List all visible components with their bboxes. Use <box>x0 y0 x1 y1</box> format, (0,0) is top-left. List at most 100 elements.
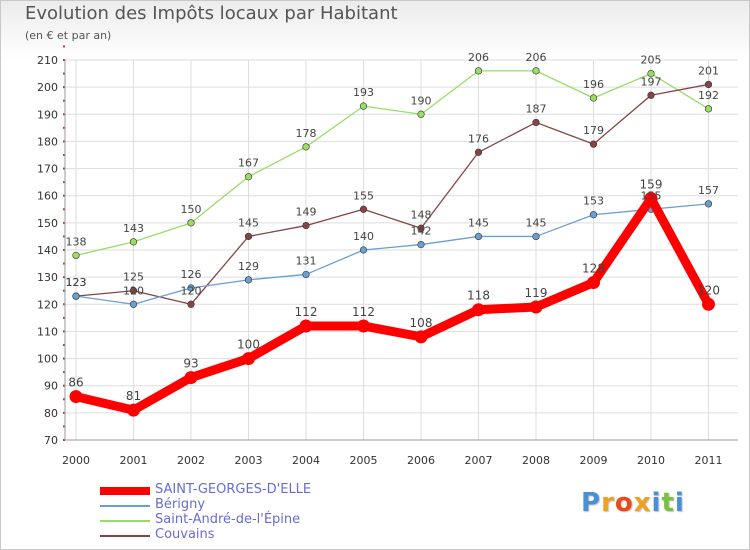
data-label: 112 <box>295 305 318 319</box>
data-point <box>529 300 543 314</box>
logo-letter: P <box>581 488 602 518</box>
data-point <box>702 297 715 311</box>
y-minor-tick-mark <box>63 154 65 156</box>
grid <box>65 59 738 441</box>
data-label: 205 <box>641 54 662 67</box>
data-label: 123 <box>66 276 87 289</box>
data-label: 138 <box>66 235 87 248</box>
x-tick-label: 2000 <box>62 454 90 467</box>
data-point <box>474 67 483 75</box>
data-point <box>242 352 255 366</box>
data-label: 125 <box>123 271 144 284</box>
y-tick-mark <box>63 357 65 360</box>
data-label: 120 <box>697 283 720 297</box>
y-minor-tick-mark <box>63 262 65 265</box>
data-label: 123 <box>66 276 87 289</box>
data-label: 145 <box>238 216 259 229</box>
y-tick-mark <box>63 249 65 251</box>
data-point <box>187 284 195 292</box>
x-tick-label: 2005 <box>350 454 378 467</box>
data-point <box>532 232 540 241</box>
data-label: 120 <box>123 284 144 297</box>
y-tick-mark <box>63 140 65 143</box>
data-point <box>417 224 425 232</box>
y-minor-tick-mark <box>63 289 65 292</box>
y-tick-label: 100 <box>37 353 58 366</box>
data-label: 145 <box>468 216 489 229</box>
y-tick-label: 150 <box>37 217 58 230</box>
y-tick-label: 130 <box>37 271 58 284</box>
data-point <box>644 191 658 205</box>
data-point <box>299 319 313 333</box>
legend-swatch <box>100 535 150 537</box>
logo-letter: r <box>601 488 615 518</box>
data-point <box>357 319 370 333</box>
data-point <box>472 303 485 317</box>
y-tick-mark <box>63 113 65 116</box>
data-label: 142 <box>411 225 432 238</box>
data-label: 119 <box>525 286 548 300</box>
data-label: 157 <box>698 184 719 197</box>
series <box>69 67 715 417</box>
data-label: 206 <box>468 51 489 64</box>
y-minor-tick-mark <box>63 99 65 102</box>
x-tick-label: 2001 <box>120 454 148 467</box>
data-point <box>589 94 598 102</box>
logo-letter: i <box>674 488 685 518</box>
data-point <box>532 67 540 75</box>
y-minor-tick-mark <box>63 126 65 129</box>
series-line <box>75 70 710 257</box>
legend-label: Bérigny <box>155 497 206 512</box>
data-label: 100 <box>237 338 260 352</box>
y-tick-mark <box>63 86 65 89</box>
y-tick-label: 160 <box>37 190 58 203</box>
data-point <box>302 143 310 151</box>
data-point <box>184 371 198 385</box>
legend-item-saint-andre: Saint-André-de-l'Épine <box>100 512 420 529</box>
line-chart: 7080901001101201301401501601701801902002… <box>37 45 738 467</box>
data-label: 155 <box>641 189 662 202</box>
data-point <box>359 246 368 254</box>
y-minor-tick-mark <box>63 45 65 48</box>
y-tick-label: 120 <box>37 298 58 311</box>
data-label: 120 <box>181 284 202 297</box>
legend-label: SAINT-GEORGES-D'ELLE <box>155 482 312 497</box>
data-label: 128 <box>582 262 605 276</box>
y-tick-mark <box>63 194 65 197</box>
data-label: 190 <box>411 94 432 107</box>
data-point <box>704 105 713 113</box>
data-point <box>414 330 428 344</box>
y-tick-label: 80 <box>44 407 58 420</box>
data-point <box>417 240 425 249</box>
y-minor-tick-mark <box>63 398 65 401</box>
x-tick-label: 2006 <box>407 454 435 467</box>
y-tick-mark <box>63 411 65 414</box>
y-tick-label: 190 <box>37 108 58 121</box>
x-tick-label: 2007 <box>465 454 493 467</box>
data-point <box>129 287 138 295</box>
data-point <box>302 270 310 279</box>
data-label: 193 <box>353 86 374 99</box>
chart-title: Evolution des Impôts locaux par Habitant <box>25 3 398 24</box>
logo-letter: x <box>633 488 652 518</box>
y-tick-mark <box>63 303 65 306</box>
series-line <box>75 203 710 305</box>
data-point <box>587 276 600 290</box>
data-point <box>647 91 655 99</box>
data-point <box>244 232 253 241</box>
data-point <box>474 148 483 156</box>
data-label: 129 <box>238 260 259 273</box>
x-tick-label: 2004 <box>292 454 320 467</box>
data-point <box>244 173 253 181</box>
y-tick-mark <box>63 59 65 61</box>
y-tick-mark <box>63 439 65 441</box>
data-label: 178 <box>296 127 317 140</box>
data-label: 196 <box>583 78 604 91</box>
data-label: 176 <box>468 132 489 145</box>
data-label: 143 <box>123 222 144 235</box>
y-tick-mark <box>63 167 65 170</box>
logo-letter: t <box>661 488 675 518</box>
legend-label: Saint-André-de-l'Épine <box>155 512 301 527</box>
y-tick-mark <box>63 276 65 279</box>
legend-label: Couvains <box>155 527 215 542</box>
